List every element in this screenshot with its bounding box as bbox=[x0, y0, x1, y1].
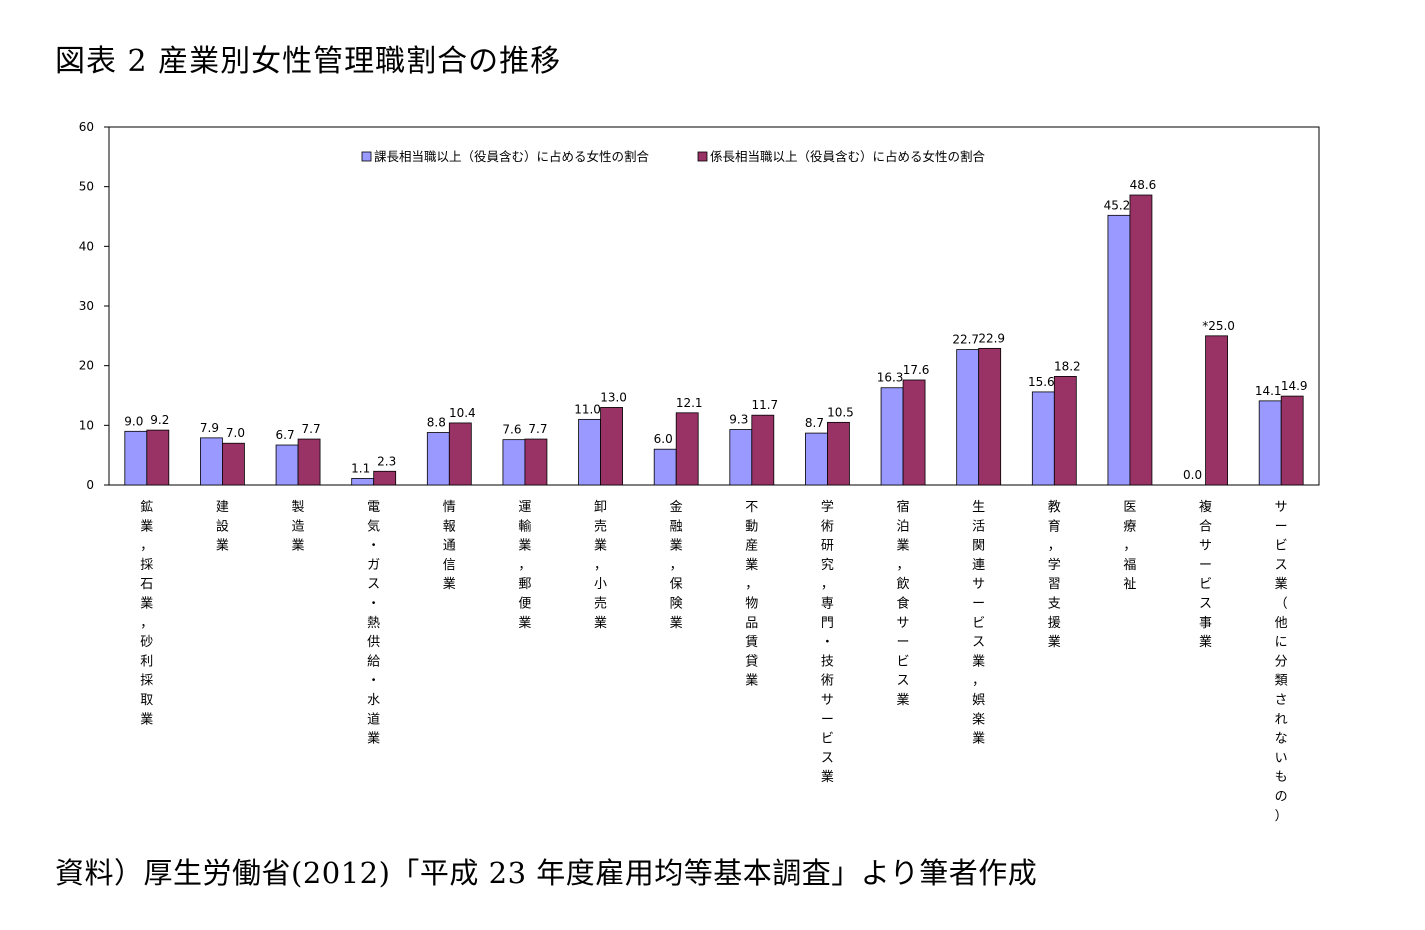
bar-series-1 bbox=[502, 439, 526, 486]
data-label-series-1: 22.7 bbox=[952, 333, 979, 347]
bar-series-2 bbox=[297, 438, 321, 486]
data-label-series-2: 10.4 bbox=[449, 406, 476, 420]
figure-title: 図表 2 産業別女性管理職割合の推移 bbox=[55, 44, 562, 79]
bar-series-2 bbox=[1280, 395, 1304, 486]
data-label-series-1: 16.3 bbox=[877, 371, 904, 385]
data-label-series-1: 6.7 bbox=[276, 428, 295, 442]
x-category-label: 宿泊業，飲食サービス業 bbox=[897, 499, 910, 708]
data-label-series-2: 7.7 bbox=[302, 422, 321, 436]
data-label-series-2: 11.7 bbox=[751, 398, 778, 412]
data-label-series-2: 48.6 bbox=[1130, 178, 1157, 192]
data-label-series-2: 2.3 bbox=[377, 454, 396, 468]
legend-swatch-series-1 bbox=[361, 151, 372, 162]
bar-series-1 bbox=[426, 432, 450, 486]
data-label-series-1: 9.3 bbox=[729, 413, 748, 427]
data-label-series-2: 14.9 bbox=[1281, 379, 1308, 393]
data-label-series-1: 1.1 bbox=[351, 461, 370, 475]
bar-series-1 bbox=[200, 437, 223, 486]
x-category-label: 不動産業，物品賃貸業 bbox=[745, 500, 758, 689]
data-label-series-1: 9.0 bbox=[124, 414, 143, 428]
x-category-label: 建設業 bbox=[216, 500, 229, 554]
x-category-label: 学術研究，専門・技術サービス業 bbox=[821, 499, 834, 785]
x-category-label: サービス業（他に分類されないもの） bbox=[1275, 500, 1288, 824]
legend-label-series-2: 係長相当職以上（役員含む）に占める女性の割合 bbox=[710, 149, 986, 164]
data-label-series-1: 11.0 bbox=[574, 402, 601, 416]
x-category-label: 医療，福祉 bbox=[1123, 500, 1136, 592]
bar-series-2 bbox=[902, 379, 926, 486]
x-category-label: 電気・ガス・熱供給・水道業 bbox=[367, 500, 380, 747]
bar-series-1 bbox=[1031, 391, 1055, 486]
data-label-series-2: 10.5 bbox=[827, 405, 854, 419]
data-label-series-1: 6.0 bbox=[654, 432, 673, 446]
x-category-label: 生活関連サービス業，娯楽業 bbox=[972, 500, 985, 747]
bar-series-1 bbox=[880, 387, 904, 486]
bar-series-2 bbox=[1205, 335, 1228, 486]
data-label-series-2: 9.2 bbox=[150, 413, 169, 427]
y-tick-label: 20 bbox=[79, 359, 94, 373]
bar-series-1 bbox=[729, 429, 753, 486]
y-tick-label: 50 bbox=[79, 180, 94, 194]
data-label-series-1: 8.7 bbox=[805, 416, 824, 430]
legend: 課長相当職以上（役員含む）に占める女性の割合 係長相当職以上（役員含む）に占める… bbox=[361, 149, 986, 164]
data-label-series-2: *25.0 bbox=[1202, 319, 1235, 333]
bar-series-1 bbox=[1107, 214, 1131, 486]
bar-series-1 bbox=[956, 349, 980, 486]
x-category-label: 運輸業，郵便業 bbox=[518, 500, 531, 631]
bar-series-1 bbox=[275, 444, 299, 486]
data-label-series-1: 45.2 bbox=[1104, 198, 1131, 212]
y-tick-label: 30 bbox=[79, 299, 94, 313]
data-label-series-2: 7.7 bbox=[528, 422, 547, 436]
data-label-series-1: 15.6 bbox=[1028, 375, 1055, 389]
legend-swatch-series-2 bbox=[697, 151, 708, 162]
bar-series-1 bbox=[805, 432, 828, 486]
data-label-series-1: 7.9 bbox=[200, 421, 219, 435]
y-tick-label: 0 bbox=[86, 478, 94, 492]
bar-series-2 bbox=[1129, 194, 1153, 486]
data-label-series-2: 17.6 bbox=[903, 363, 930, 377]
bar-series-1 bbox=[351, 478, 375, 486]
x-category-label: 金融業，保険業 bbox=[670, 499, 683, 631]
x-axis-labels: 鉱業，採石業，砂利採取業 建設業 製造業 電気・ガス・熱供給・水道業 情報通信業 運輸業，… bbox=[140, 499, 1287, 824]
x-category-label: 教育，学習支援業 bbox=[1048, 499, 1061, 650]
data-label-series-2: 7.0 bbox=[226, 426, 245, 440]
bar-series-2 bbox=[222, 442, 245, 486]
bar-series-1 bbox=[124, 430, 148, 486]
data-label-series-1: 7.6 bbox=[502, 423, 521, 437]
data-labels-group: 9.0 9.2 7.9 7.0 6.7 7.7 1.1 2.3 8.810.4 7.6 7.7 11.… bbox=[124, 178, 1307, 482]
y-tick-label: 60 bbox=[79, 120, 94, 134]
bar-series-2 bbox=[827, 421, 850, 486]
data-label-series-1: 0.0 bbox=[1183, 468, 1202, 482]
bar-series-2 bbox=[373, 470, 397, 486]
y-tick-label: 40 bbox=[79, 239, 94, 253]
x-category-label: 鉱業，採石業，砂利採取業 bbox=[140, 499, 153, 727]
bar-series-2 bbox=[448, 422, 472, 486]
bar-series-2 bbox=[675, 412, 699, 486]
bar-series-2 bbox=[1053, 376, 1077, 486]
data-label-series-2: 22.9 bbox=[978, 331, 1005, 345]
y-tick-label: 10 bbox=[79, 418, 94, 432]
data-label-series-1: 8.8 bbox=[427, 415, 446, 429]
data-label-series-1: 14.1 bbox=[1255, 384, 1282, 398]
data-label-series-2: 13.0 bbox=[600, 390, 627, 404]
data-label-series-2: 12.1 bbox=[676, 396, 703, 410]
data-label-series-2: 18.2 bbox=[1054, 359, 1081, 373]
y-axis: 0 10 20 30 40 50 60 bbox=[79, 120, 109, 492]
x-category-label: 情報通信業 bbox=[443, 500, 456, 592]
source-note: 資料）厚生労働省(2012)「平成 23 年度雇用均等基本調査」より筆者作成 bbox=[55, 856, 1038, 890]
bar-series-2 bbox=[978, 347, 1002, 486]
bar-series-2 bbox=[600, 407, 623, 486]
bar-series-2 bbox=[524, 438, 548, 486]
x-category-label: 複合サービス事業 bbox=[1199, 499, 1212, 650]
x-category-label: 卸売業，小売業 bbox=[594, 499, 607, 631]
bars-group bbox=[124, 194, 1304, 486]
bar-series-1 bbox=[578, 418, 601, 486]
legend-label-series-1: 課長相当職以上（役員含む）に占める女性の割合 bbox=[374, 149, 650, 164]
bar-series-2 bbox=[751, 414, 775, 486]
x-category-label: 製造業 bbox=[292, 500, 305, 554]
bar-series-2 bbox=[146, 429, 170, 486]
bar-series-1 bbox=[653, 448, 677, 486]
bar-series-1 bbox=[1258, 400, 1282, 486]
